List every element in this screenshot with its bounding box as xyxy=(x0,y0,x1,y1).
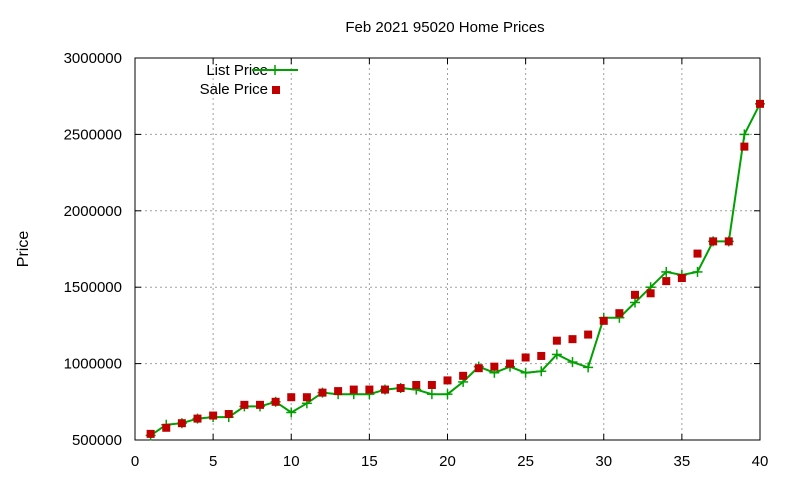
list-price-point xyxy=(583,362,594,373)
chart-title: Feb 2021 95020 Home Prices xyxy=(345,19,544,36)
sale-price-point xyxy=(224,410,233,419)
x-tick-label: 5 xyxy=(209,453,217,470)
x-tick-label: 40 xyxy=(752,453,769,470)
sale-price-point xyxy=(162,423,171,432)
x-tick-label: 35 xyxy=(674,453,691,470)
sale-price-point xyxy=(365,385,374,394)
grid-lines xyxy=(135,58,760,440)
x-tick-label: 25 xyxy=(517,453,534,470)
sale-price-point xyxy=(287,393,296,402)
list-price-point xyxy=(551,349,562,360)
list-price-line xyxy=(150,103,761,437)
legend-label-sale-price: Sale Price xyxy=(200,81,268,98)
sale-price-point xyxy=(146,429,155,438)
sale-price-point xyxy=(177,419,186,428)
sale-price-point xyxy=(521,353,530,362)
y-tick-label: 2500000 xyxy=(64,126,122,143)
y-tick-label: 3000000 xyxy=(64,50,122,67)
sale-price-point xyxy=(615,309,624,318)
data-series xyxy=(145,98,765,441)
sale-price-point xyxy=(240,400,249,409)
list-price-point xyxy=(286,407,297,418)
sale-price-point xyxy=(318,388,327,397)
sale-price-point xyxy=(349,385,358,394)
sale-price-point xyxy=(271,397,280,406)
sale-price-point xyxy=(193,414,202,423)
list-price-point xyxy=(567,357,578,368)
sale-price-point xyxy=(302,393,311,402)
sale-price-point xyxy=(568,335,577,344)
sale-price-point xyxy=(756,99,764,108)
y-tick-label: 1000000 xyxy=(64,356,122,373)
sale-price-point xyxy=(490,362,499,371)
x-tick-label: 20 xyxy=(439,453,456,470)
sale-price-point xyxy=(709,237,718,246)
legend-swatch-sale-price xyxy=(272,86,280,94)
sale-price-point xyxy=(552,336,561,345)
list-price-point xyxy=(661,266,672,277)
list-price-point xyxy=(520,367,531,378)
sale-price-point xyxy=(209,411,218,420)
sale-price-point xyxy=(693,249,702,258)
sale-price-point xyxy=(740,142,749,151)
sale-price-point xyxy=(537,351,546,360)
sale-price-point xyxy=(443,376,452,385)
list-price-point xyxy=(739,129,750,140)
sale-price-point xyxy=(412,380,421,389)
sale-price-point xyxy=(584,330,593,339)
sale-price-point xyxy=(256,400,264,409)
sale-price-point xyxy=(724,237,733,246)
legend-label-list-price: List Price xyxy=(206,62,268,79)
list-price-point xyxy=(426,389,437,400)
list-price-point xyxy=(536,366,547,377)
x-tick-label: 15 xyxy=(361,453,378,470)
legend: List Price Sale Price xyxy=(200,62,298,98)
y-tick-label: 2000000 xyxy=(64,203,122,220)
list-price-point xyxy=(692,266,703,277)
sale-price-point xyxy=(396,384,405,393)
x-tick-label: 10 xyxy=(283,453,300,470)
list-price-point xyxy=(630,297,640,308)
sale-price-point xyxy=(646,289,655,298)
y-tick-label: 500000 xyxy=(72,432,122,449)
sale-price-point xyxy=(474,364,483,373)
legend-marker-list-price xyxy=(270,65,280,75)
sale-price-point xyxy=(662,277,671,286)
list-price-point xyxy=(442,389,453,400)
sale-price-point xyxy=(506,359,514,368)
x-tick-label: 30 xyxy=(595,453,612,470)
sale-price-point xyxy=(334,387,343,396)
x-tick-label: 0 xyxy=(131,453,139,470)
sale-price-point xyxy=(631,290,639,299)
sale-price-point xyxy=(381,385,389,394)
sale-price-point xyxy=(599,316,608,325)
sale-price-point xyxy=(459,371,468,380)
sale-price-point xyxy=(427,380,436,389)
axis-ticks: 0 5 10 15 20 25 30 35 40 500000 1000000 1500000 2000… xyxy=(64,50,769,470)
y-tick-label: 1500000 xyxy=(64,279,122,296)
y-axis-title: Price xyxy=(15,231,32,268)
sale-price-point xyxy=(677,274,686,283)
